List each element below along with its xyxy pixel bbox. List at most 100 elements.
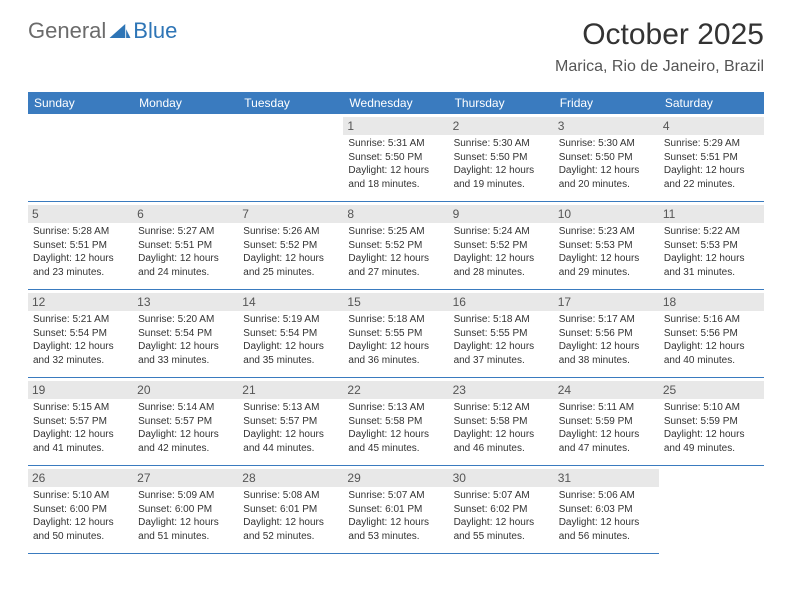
day-cell: 25 Sunrise: 5:10 AMSunset: 5:59 PMDayligh… bbox=[659, 378, 764, 466]
day-number: 17 bbox=[554, 293, 659, 311]
day-number: 9 bbox=[449, 205, 554, 223]
day-cell: 18Sunrise: 5:16 AMSunset: 5:56 PMDayligh… bbox=[659, 290, 764, 378]
day-number: 25 bbox=[659, 381, 764, 399]
day-details: Sunrise: 5:07 AMSunset: 6:01 PMDaylight:… bbox=[348, 489, 443, 543]
day-cell: 15Sunrise: 5:18 AMSunset: 5:55 PMDayligh… bbox=[343, 290, 448, 378]
day-details: Sunrise: 5:10 AMSunset: 5:59 PMDaylight:… bbox=[664, 401, 759, 455]
day-details: Sunrise: 5:25 AMSunset: 5:52 PMDaylight:… bbox=[348, 225, 443, 279]
day-cell: 7Sunrise: 5:26 AMSunset: 5:52 PMDaylight… bbox=[238, 202, 343, 290]
logo: General Blue bbox=[28, 18, 177, 44]
day-cell: 11 Sunrise: 5:22 AMSunset: 5:53 PMDayligh… bbox=[659, 202, 764, 290]
day-details: Sunrise: 5:11 AMSunset: 5:59 PMDaylight:… bbox=[559, 401, 654, 455]
day-number: 16 bbox=[449, 293, 554, 311]
calendar-grid: 1 Sunrise: 5:31 AMSunset: 5:50 PMDaylight… bbox=[28, 114, 764, 554]
day-number: 4 bbox=[659, 117, 764, 135]
day-cell: 3 Sunrise: 5:30 AMSunset: 5:50 PMDaylight… bbox=[554, 114, 659, 202]
day-cell: 9 Sunrise: 5:24 AMSunset: 5:52 PMDaylight… bbox=[449, 202, 554, 290]
day-cell: 31 Sunrise: 5:06 AMSunset: 6:03 PMDayligh… bbox=[554, 466, 659, 554]
day-cell: 10 Sunrise: 5:23 AMSunset: 5:53 PMDayligh… bbox=[554, 202, 659, 290]
location-subtitle: Marica, Rio de Janeiro, Brazil bbox=[555, 58, 764, 76]
weekday-header-row: SundayMondayTuesdayWednesdayThursdayFrid… bbox=[28, 92, 764, 114]
day-details: Sunrise: 5:22 AMSunset: 5:53 PMDaylight:… bbox=[664, 225, 759, 279]
day-number: 1 bbox=[343, 117, 448, 135]
weekday-header: Thursday bbox=[449, 92, 554, 114]
day-cell: 29 Sunrise: 5:07 AMSunset: 6:01 PMDayligh… bbox=[343, 466, 448, 554]
day-cell: 6 Sunrise: 5:27 AMSunset: 5:51 PMDaylight… bbox=[133, 202, 238, 290]
page-title: October 2025 bbox=[555, 18, 764, 52]
day-details: Sunrise: 5:29 AMSunset: 5:51 PMDaylight:… bbox=[664, 137, 759, 191]
day-number: 15 bbox=[343, 293, 448, 311]
day-cell: 17 Sunrise: 5:17 AMSunset: 5:56 PMDayligh… bbox=[554, 290, 659, 378]
day-details: Sunrise: 5:27 AMSunset: 5:51 PMDaylight:… bbox=[138, 225, 233, 279]
day-details: Sunrise: 5:06 AMSunset: 6:03 PMDaylight:… bbox=[559, 489, 654, 543]
logo-triangle-icon bbox=[109, 24, 131, 38]
day-cell: 14 Sunrise: 5:19 AMSunset: 5:54 PMDayligh… bbox=[238, 290, 343, 378]
day-details: Sunrise: 5:09 AMSunset: 6:00 PMDaylight:… bbox=[138, 489, 233, 543]
day-number: 30 bbox=[449, 469, 554, 487]
calendar: SundayMondayTuesdayWednesdayThursdayFrid… bbox=[28, 92, 764, 554]
day-number: 27 bbox=[133, 469, 238, 487]
day-details: Sunrise: 5:13 AMSunset: 5:58 PMDaylight:… bbox=[348, 401, 443, 455]
day-number: 8 bbox=[343, 205, 448, 223]
day-details: Sunrise: 5:19 AMSunset: 5:54 PMDaylight:… bbox=[243, 313, 338, 367]
day-details: Sunrise: 5:10 AMSunset: 6:00 PMDaylight:… bbox=[33, 489, 128, 543]
day-cell: 19Sunrise: 5:15 AMSunset: 5:57 PMDayligh… bbox=[28, 378, 133, 466]
day-details: Sunrise: 5:14 AMSunset: 5:57 PMDaylight:… bbox=[138, 401, 233, 455]
day-number: 31 bbox=[554, 469, 659, 487]
day-number: 29 bbox=[343, 469, 448, 487]
day-details: Sunrise: 5:07 AMSunset: 6:02 PMDaylight:… bbox=[454, 489, 549, 543]
weekday-header: Friday bbox=[554, 92, 659, 114]
day-cell: 21Sunrise: 5:13 AMSunset: 5:57 PMDayligh… bbox=[238, 378, 343, 466]
day-details: Sunrise: 5:12 AMSunset: 5:58 PMDaylight:… bbox=[454, 401, 549, 455]
day-number: 3 bbox=[554, 117, 659, 135]
day-details: Sunrise: 5:30 AMSunset: 5:50 PMDaylight:… bbox=[559, 137, 654, 191]
logo-text-general: General bbox=[28, 18, 106, 44]
day-cell: 30 Sunrise: 5:07 AMSunset: 6:02 PMDayligh… bbox=[449, 466, 554, 554]
day-details: Sunrise: 5:31 AMSunset: 5:50 PMDaylight:… bbox=[348, 137, 443, 191]
title-block: October 2025 Marica, Rio de Janeiro, Bra… bbox=[555, 18, 764, 76]
weekday-header: Tuesday bbox=[238, 92, 343, 114]
day-cell: 5Sunrise: 5:28 AMSunset: 5:51 PMDaylight… bbox=[28, 202, 133, 290]
weekday-header: Wednesday bbox=[343, 92, 448, 114]
day-cell: 20Sunrise: 5:14 AMSunset: 5:57 PMDayligh… bbox=[133, 378, 238, 466]
day-number: 18 bbox=[659, 293, 764, 311]
empty-cell bbox=[28, 114, 133, 202]
day-details: Sunrise: 5:21 AMSunset: 5:54 PMDaylight:… bbox=[33, 313, 128, 367]
day-cell: 22 Sunrise: 5:13 AMSunset: 5:58 PMDayligh… bbox=[343, 378, 448, 466]
day-number: 22 bbox=[343, 381, 448, 399]
weekday-header: Sunday bbox=[28, 92, 133, 114]
day-details: Sunrise: 5:24 AMSunset: 5:52 PMDaylight:… bbox=[454, 225, 549, 279]
day-cell: 28Sunrise: 5:08 AMSunset: 6:01 PMDayligh… bbox=[238, 466, 343, 554]
weekday-header: Monday bbox=[133, 92, 238, 114]
day-number: 23 bbox=[449, 381, 554, 399]
day-number: 12 bbox=[28, 293, 133, 311]
day-number: 2 bbox=[449, 117, 554, 135]
weekday-header: Saturday bbox=[659, 92, 764, 114]
day-number: 6 bbox=[133, 205, 238, 223]
day-details: Sunrise: 5:28 AMSunset: 5:51 PMDaylight:… bbox=[33, 225, 128, 279]
day-number: 11 bbox=[659, 205, 764, 223]
day-details: Sunrise: 5:23 AMSunset: 5:53 PMDaylight:… bbox=[559, 225, 654, 279]
day-cell: 24 Sunrise: 5:11 AMSunset: 5:59 PMDayligh… bbox=[554, 378, 659, 466]
day-details: Sunrise: 5:08 AMSunset: 6:01 PMDaylight:… bbox=[243, 489, 338, 543]
day-number: 10 bbox=[554, 205, 659, 223]
day-number: 7 bbox=[238, 205, 343, 223]
day-cell: 16 Sunrise: 5:18 AMSunset: 5:55 PMDayligh… bbox=[449, 290, 554, 378]
day-details: Sunrise: 5:20 AMSunset: 5:54 PMDaylight:… bbox=[138, 313, 233, 367]
day-details: Sunrise: 5:30 AMSunset: 5:50 PMDaylight:… bbox=[454, 137, 549, 191]
header: General Blue October 2025 Marica, Rio de… bbox=[0, 0, 792, 82]
logo-text-blue: Blue bbox=[133, 18, 177, 44]
day-number: 19 bbox=[28, 381, 133, 399]
day-cell: 8 Sunrise: 5:25 AMSunset: 5:52 PMDaylight… bbox=[343, 202, 448, 290]
day-details: Sunrise: 5:17 AMSunset: 5:56 PMDaylight:… bbox=[559, 313, 654, 367]
day-cell: 1 Sunrise: 5:31 AMSunset: 5:50 PMDaylight… bbox=[343, 114, 448, 202]
day-details: Sunrise: 5:13 AMSunset: 5:57 PMDaylight:… bbox=[243, 401, 338, 455]
empty-cell bbox=[238, 114, 343, 202]
day-number: 24 bbox=[554, 381, 659, 399]
day-cell: 26Sunrise: 5:10 AMSunset: 6:00 PMDayligh… bbox=[28, 466, 133, 554]
day-cell: 2 Sunrise: 5:30 AMSunset: 5:50 PMDaylight… bbox=[449, 114, 554, 202]
day-cell: 23 Sunrise: 5:12 AMSunset: 5:58 PMDayligh… bbox=[449, 378, 554, 466]
day-number: 14 bbox=[238, 293, 343, 311]
day-details: Sunrise: 5:18 AMSunset: 5:55 PMDaylight:… bbox=[454, 313, 549, 367]
day-cell: 12 Sunrise: 5:21 AMSunset: 5:54 PMDayligh… bbox=[28, 290, 133, 378]
